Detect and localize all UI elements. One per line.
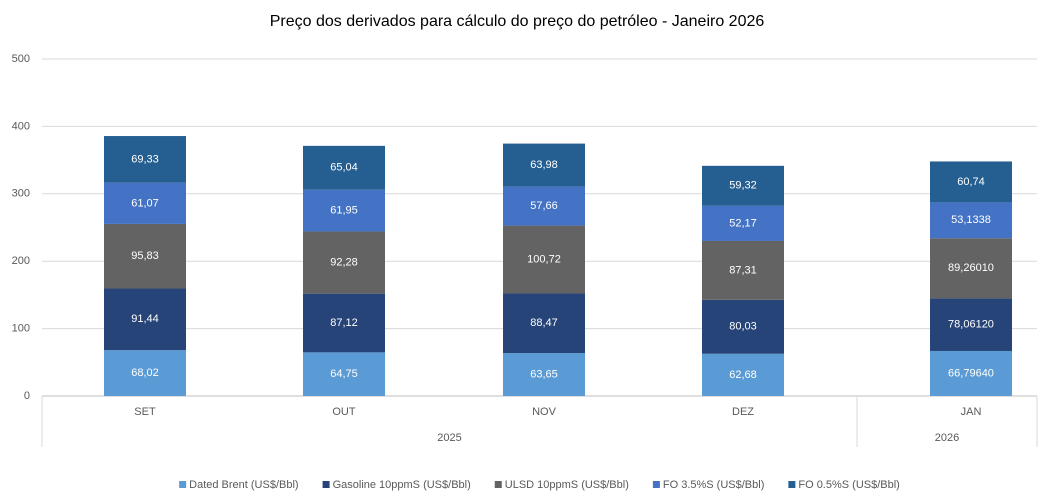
value-label: 91,44 (131, 313, 159, 325)
legend-swatch (788, 481, 796, 488)
value-label: 87,12 (330, 317, 358, 329)
bar-segment (303, 145, 385, 190)
bar-segment (930, 238, 1012, 299)
x-tick-label: NOV (532, 406, 557, 418)
year-label: 2025 (437, 432, 461, 444)
x-tick-label: DEZ (732, 406, 754, 418)
legend-swatch (322, 481, 330, 488)
y-tick-label: 100 (12, 323, 30, 335)
bar-segment (702, 240, 784, 300)
bar-segment (930, 202, 1012, 239)
value-label: 61,95 (330, 204, 358, 216)
bar-segment (104, 350, 186, 396)
value-label: 64,75 (330, 368, 358, 380)
value-label: 65,04 (330, 162, 358, 174)
bar-segment (104, 182, 186, 224)
x-tick-label: JAN (961, 406, 982, 418)
value-label: 87,31 (729, 264, 757, 276)
bar-segment (104, 223, 186, 289)
bar-segment (702, 299, 784, 354)
legend-label: Dated Brent (US$/Bbl) (189, 479, 298, 491)
x-tick-label: OUT (332, 406, 356, 418)
value-label: 80,03 (729, 321, 757, 333)
year-label: 2026 (935, 432, 959, 444)
bar-segment (303, 231, 385, 294)
legend-label: Gasoline 10ppmS (US$/Bbl) (333, 479, 471, 491)
legend-swatch (494, 481, 502, 488)
legend-label: ULSD 10ppmS (US$/Bbl) (505, 479, 629, 491)
value-label: 100,72 (527, 253, 561, 265)
value-label: 78,06120 (948, 319, 994, 331)
value-label: 95,83 (131, 250, 159, 262)
bar-segment (702, 165, 784, 206)
y-tick-label: 0 (24, 390, 30, 402)
bar-segment (104, 288, 186, 351)
y-tick-label: 300 (12, 188, 30, 200)
value-label: 57,66 (530, 200, 558, 212)
bar-segment (503, 353, 585, 396)
value-label: 63,65 (530, 368, 558, 380)
value-label: 68,02 (131, 367, 159, 379)
legend-label: FO 0.5%S (US$/Bbl) (798, 479, 899, 491)
y-tick-label: 500 (12, 53, 30, 65)
bar-segment (503, 225, 585, 294)
legend-label: FO 3.5%S (US$/Bbl) (663, 479, 764, 491)
bar-segment (930, 161, 1012, 203)
bar-segment (930, 298, 1012, 351)
bar-segment (930, 350, 1012, 396)
bar-segment (503, 186, 585, 226)
bar-segment (303, 189, 385, 232)
bar-segment (702, 205, 784, 241)
value-label: 53,1338 (951, 214, 991, 226)
bar-segment (303, 293, 385, 353)
value-label: 89,26010 (948, 262, 994, 274)
y-tick-label: 200 (12, 255, 30, 267)
legend-swatch (179, 481, 187, 488)
bar-segment (503, 293, 585, 354)
value-label: 52,17 (729, 217, 757, 229)
bar-segment (702, 353, 784, 396)
bar-segment (503, 143, 585, 187)
value-label: 92,28 (330, 256, 358, 268)
x-tick-label: SET (134, 406, 156, 418)
value-label: 66,79640 (948, 367, 994, 379)
chart-title: Preço dos derivados para cálculo do preç… (270, 13, 765, 30)
value-label: 59,32 (729, 180, 757, 192)
legend-swatch (652, 481, 660, 488)
value-label: 61,07 (131, 197, 159, 209)
bar-segment (303, 352, 385, 396)
value-label: 60,74 (957, 176, 985, 188)
bar-segment (104, 136, 186, 183)
value-label: 63,98 (530, 159, 558, 171)
y-tick-label: 400 (12, 120, 30, 132)
value-label: 62,68 (729, 369, 757, 381)
value-label: 69,33 (131, 153, 159, 165)
value-label: 88,47 (530, 317, 558, 329)
